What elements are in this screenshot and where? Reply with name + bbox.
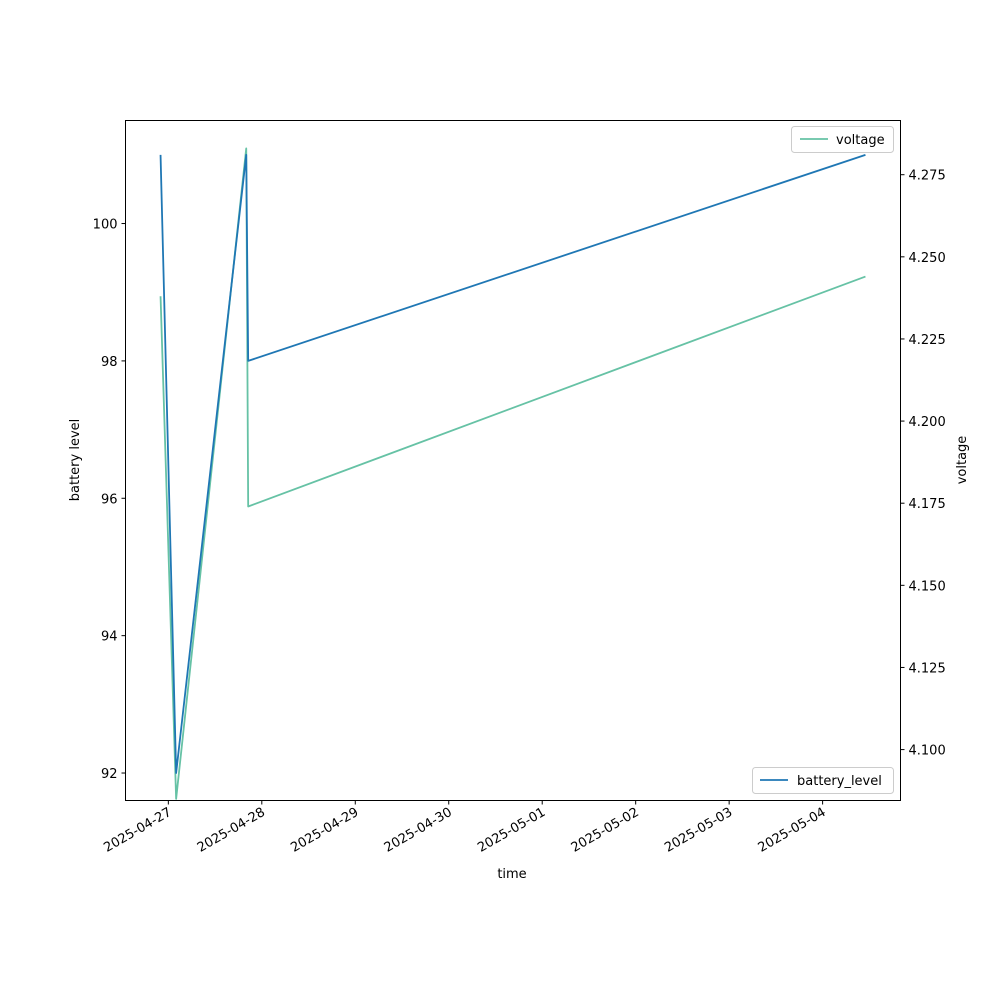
right-y-tick-label: 4.250 (909, 251, 946, 266)
legend-voltage-label: voltage (836, 133, 885, 148)
plot-frame (125, 120, 901, 801)
legend-voltage: voltage (791, 126, 894, 153)
right-y-tick-label: 4.200 (909, 415, 946, 430)
series-line-voltage (159, 147, 866, 800)
series-line-battery-level (159, 153, 866, 774)
x-axis-label: time (497, 867, 526, 882)
legend-battery-level-label: battery_level (797, 774, 882, 789)
right-y-tick-label: 4.175 (909, 497, 946, 512)
right-y-tick-label: 4.150 (909, 579, 946, 594)
left-y-axis-label: battery level (68, 419, 83, 502)
series-layer (159, 147, 866, 800)
left-y-axis: 92 94 96 98 100 (93, 218, 126, 782)
right-y-axis: 4.100 4.125 4.150 4.175 4.200 4.225 4.250 4.275 (900, 169, 946, 759)
right-y-tick-label: 4.275 (909, 169, 946, 184)
right-y-tick-label: 4.225 (909, 333, 946, 348)
legend-voltage-box (791, 126, 894, 153)
right-y-tick-label: 4.100 (909, 744, 946, 759)
left-y-tick-label: 96 (101, 492, 118, 507)
right-y-axis-label: voltage (955, 436, 970, 485)
left-y-tick-label: 98 (101, 355, 118, 370)
left-y-tick-label: 92 (101, 767, 118, 782)
legend-battery-level-box (752, 767, 894, 794)
left-y-tick-label: 94 (101, 630, 118, 645)
left-y-tick-label: 100 (93, 218, 118, 233)
right-y-tick-label: 4.125 (909, 661, 946, 676)
legend-battery-level: battery_level (752, 767, 894, 794)
